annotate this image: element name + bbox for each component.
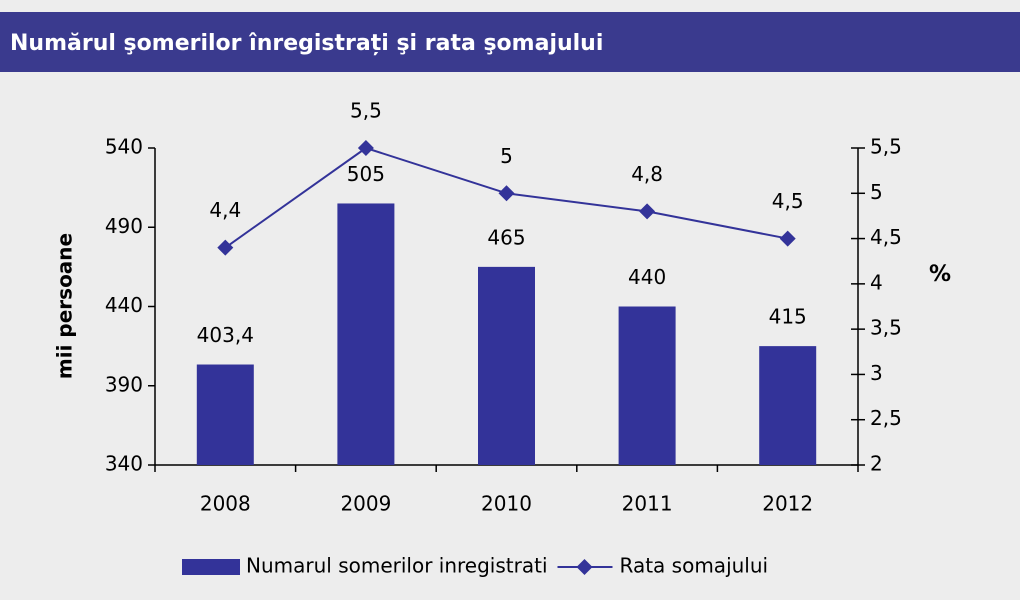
legend-label: Numarul somerilor inregistrati [246,554,548,578]
bar [618,306,676,465]
legend-marker [576,559,593,575]
data-label: 5,5 [350,99,382,123]
y-axis-label: mii persoane [53,233,77,379]
y-tick-label: 390 [105,372,143,396]
y2-tick-label: 4,5 [870,225,902,249]
x-tick-label: 2012 [762,492,813,516]
legend-label: Rata somajului [620,554,769,578]
data-label: 5 [500,144,513,168]
marker [639,203,656,220]
y2-tick-label: 5,5 [870,135,902,159]
y2-tick-label: 3,5 [870,316,902,340]
data-label: 403,4 [197,323,254,347]
marker [779,230,796,247]
bar [478,266,535,465]
y2-tick-label: 2 [870,452,883,476]
legend-swatch [182,559,240,575]
x-tick-label: 2011 [622,492,673,516]
x-tick-label: 2009 [340,492,391,516]
y2-tick-label: 2,5 [870,406,902,430]
y-tick-label: 440 [105,293,143,317]
data-label: 4,4 [209,198,241,222]
data-label: 4,5 [772,189,804,213]
bar [337,203,395,465]
data-label: 4,8 [631,162,663,186]
marker [498,185,515,202]
y2-tick-label: 4 [870,270,883,294]
y-tick-label: 340 [105,452,143,476]
chart-title: Numărul şomerilor înregistrați şi rata ş… [10,31,603,56]
y2-axis-label: % [929,262,951,287]
data-label: 505 [347,162,385,186]
bar [759,346,817,465]
marker [357,140,374,156]
data-label: 415 [769,305,807,329]
marker [217,239,234,256]
y-tick-label: 540 [105,135,143,159]
x-tick-label: 2008 [200,492,251,516]
title-bar [0,12,1020,72]
y-tick-label: 490 [105,214,143,238]
data-label: 440 [628,265,666,289]
data-label: 465 [487,225,525,249]
bar [196,364,254,465]
x-tick-label: 2010 [481,492,532,516]
y2-tick-label: 3 [870,361,883,385]
y2-tick-label: 5 [870,180,883,204]
